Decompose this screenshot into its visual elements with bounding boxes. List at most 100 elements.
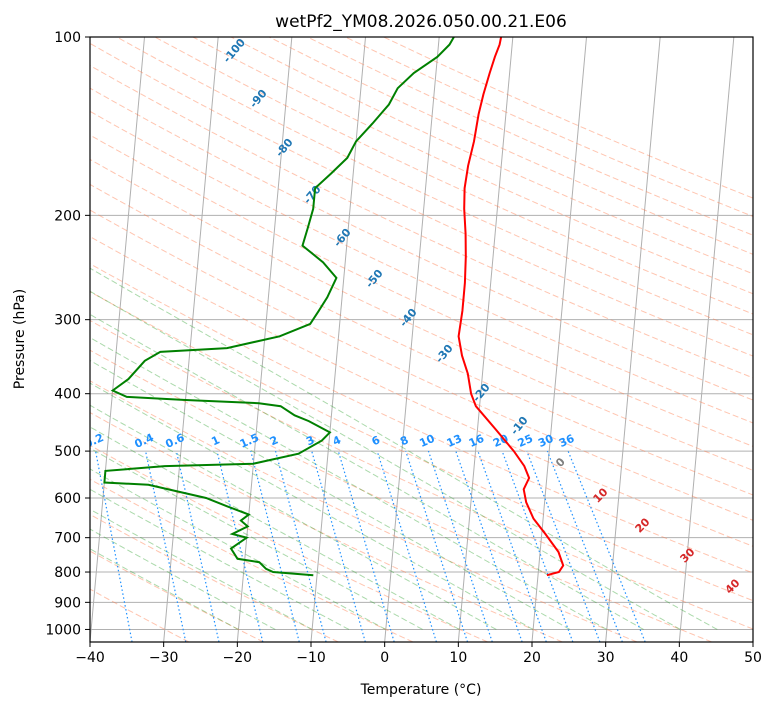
mixing-ratio-line [94,450,133,642]
y-tick-label: 600 [54,491,81,507]
isotherm-line [531,37,588,642]
mixing-ratio-line [477,450,547,642]
dry-adiabat [90,478,414,642]
dry-adiabat-label: -100 [220,36,248,66]
mixing-ratio-label: 30 [536,432,556,450]
mixing-ratio-label: 1.5 [238,431,261,451]
moist-adiabat-label: 20 [633,515,653,535]
mixing-ratio-line [250,450,300,642]
x-tick-label: 30 [597,650,615,666]
dry-adiabat-label: -90 [247,87,270,111]
moist-adiabat [90,508,313,630]
mixing-ratio-label: 20 [491,432,511,450]
moist-adiabat [90,267,718,630]
y-tick-label: 200 [54,208,81,224]
mixing-ratio-line [216,450,264,642]
y-tick-label: 700 [54,531,81,547]
mixing-ratio-label: 36 [557,432,577,450]
dry-adiabat-label: -80 [273,136,296,160]
mixing-ratio-line [274,450,327,642]
dry-adiabat [90,183,753,496]
isotherm-line [678,37,735,642]
dry-adiabat [90,550,264,642]
mixing-ratio-line [175,450,220,642]
x-tick-label: −40 [75,650,105,666]
dry-adiabat [90,134,753,447]
x-tick-label: −30 [149,650,179,666]
plot-frame [89,36,754,643]
moist-adiabat-label: 40 [723,576,743,596]
mixing-ratio-label: 2 [268,433,280,448]
y-tick-label: 900 [54,595,81,611]
dry-adiabat [90,444,488,642]
moist-adiabat-label: 0 [553,455,568,470]
x-tick-label: 40 [670,650,688,666]
mixing-ratio-label: 13 [445,432,464,450]
x-tick-label: −20 [223,650,253,666]
y-axis: 100 200 300 400 500 600 700 800 900 1000 [45,30,90,638]
dry-adiabat [90,42,753,357]
mixing-ratio-line [144,450,187,642]
mixing-ratio-line [427,450,493,642]
x-tick-label: −10 [296,650,326,666]
dry-adiabat [90,291,753,602]
dewpoint-profile-line [103,37,455,577]
dry-adiabat [90,235,753,547]
dry-adiabat-label: -70 [301,183,324,207]
moist-adiabat-label: 30 [678,545,698,565]
moist-adiabat [90,426,460,630]
dry-adiabat [90,263,753,574]
moist-adiabat [90,447,423,630]
x-tick-label: 50 [744,650,762,666]
moist-adiabat [90,313,644,630]
x-axis-label: Temperature (°C) [360,682,482,698]
moist-adiabat [90,359,571,630]
x-tick-label: 0 [380,650,389,666]
dry-adiabat [90,349,712,642]
moist-adiabat [90,382,534,630]
mixing-ratio-line [546,450,623,642]
isotherm-line [310,37,367,642]
y-tick-label: 300 [54,313,81,329]
mixing-ratio-label: 6 [370,433,383,448]
mixing-ratio-label: 0.4 [133,431,156,451]
y-tick-label: 100 [54,30,81,46]
mixing-ratio-line [405,450,469,642]
isotherm-line [605,37,661,642]
y-tick-label: 400 [54,387,81,403]
x-axis: −40 −30 −20 −10 0 10 20 30 40 50 [75,642,762,666]
isotherm-line [384,37,440,642]
moist-adiabat [90,336,608,630]
y-tick-label: 500 [54,444,81,460]
dry-adiabat-label: -50 [363,267,386,291]
dry-adiabat [307,37,753,236]
dry-adiabat [90,513,339,642]
mixing-ratio-line [311,450,366,642]
dry-adiabat [90,319,753,630]
mixing-ratio-label: 8 [398,433,410,448]
dry-adiabat [90,411,563,642]
mixing-ratio-label: 16 [467,432,487,450]
isotherm-line [163,37,219,642]
dry-adiabat [90,110,753,424]
dry-adiabat-label: -60 [331,226,354,250]
moist-adiabat [90,548,239,630]
mixing-ratio-line [455,450,523,642]
moist-adiabat [90,488,350,630]
dry-adiabat [90,158,753,471]
moist-adiabat [90,468,387,630]
mixing-ratio-line [501,450,574,642]
mixing-ratio-label: 0.6 [163,431,186,451]
isotherm-line [752,636,753,642]
x-tick-label: 10 [449,650,467,666]
y-tick-label: 1000 [45,622,81,638]
mixing-ratio-line [337,450,395,642]
mixing-ratio-label: 4 [331,433,344,448]
mixing-ratio-line [376,450,437,642]
moist-adiabat [90,290,681,630]
dry-adiabat [90,209,753,521]
y-axis-label: Pressure (hPa) [12,289,28,389]
dry-adiabat [90,380,638,642]
dry-adiabat-label: -30 [433,342,456,366]
chart-title: wetPf2_YM08.2026.050.00.21.E06 [275,12,567,32]
